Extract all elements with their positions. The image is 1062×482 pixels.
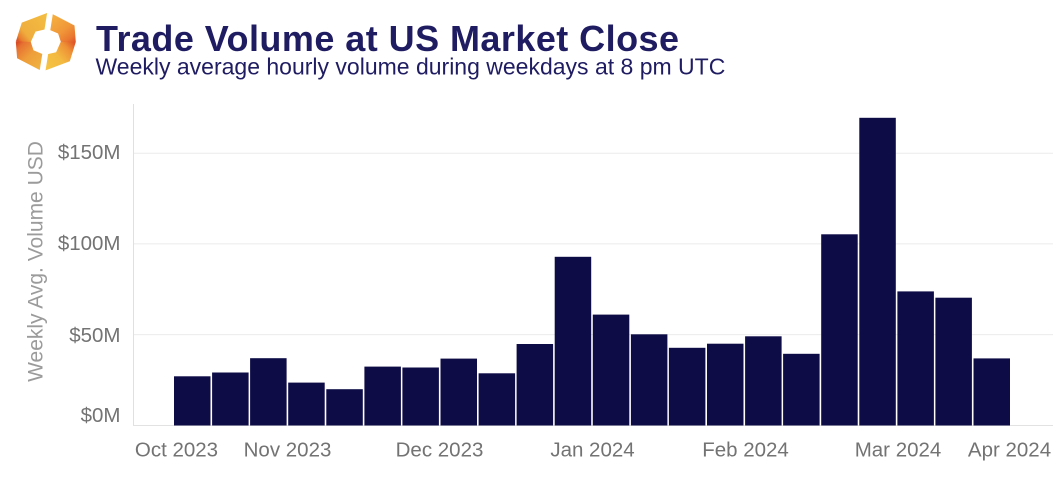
svg-text:$0M: $0M xyxy=(81,404,121,427)
svg-text:Mar 2024: Mar 2024 xyxy=(855,438,942,461)
svg-text:Oct 2023: Oct 2023 xyxy=(135,438,218,461)
svg-text:Dec 2023: Dec 2023 xyxy=(396,438,484,461)
svg-text:$100M: $100M xyxy=(58,232,121,255)
svg-text:$50M: $50M xyxy=(69,324,120,347)
svg-text:Weekly Avg. Volume USD: Weekly Avg. Volume USD xyxy=(25,141,48,382)
svg-text:$150M: $150M xyxy=(58,141,121,164)
svg-text:Weekly average hourly volume d: Weekly average hourly volume during week… xyxy=(96,54,726,80)
svg-text:Jan 2024: Jan 2024 xyxy=(550,438,634,461)
svg-text:Apr 2024: Apr 2024 xyxy=(968,438,1051,461)
svg-text:Nov 2023: Nov 2023 xyxy=(244,438,332,461)
svg-text:Feb 2024: Feb 2024 xyxy=(702,438,789,461)
